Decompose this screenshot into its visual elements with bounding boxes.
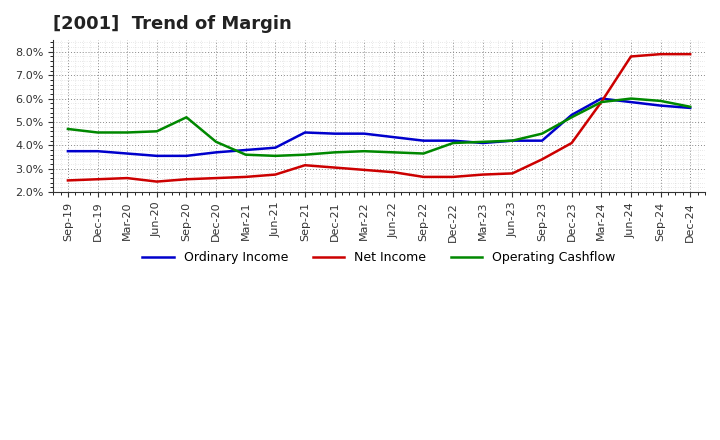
- Ordinary Income: [567, 112, 576, 117]
- Ordinary Income: [330, 131, 339, 136]
- Net Income: [182, 176, 191, 182]
- Operating Cashflow: [449, 140, 457, 146]
- Ordinary Income: [182, 153, 191, 158]
- Ordinary Income: [597, 96, 606, 101]
- Operating Cashflow: [93, 130, 102, 135]
- Operating Cashflow: [212, 139, 220, 144]
- Operating Cashflow: [508, 138, 517, 143]
- Operating Cashflow: [626, 96, 635, 101]
- Line: Operating Cashflow: Operating Cashflow: [68, 99, 690, 156]
- Line: Net Income: Net Income: [68, 54, 690, 182]
- Ordinary Income: [241, 147, 250, 153]
- Net Income: [656, 51, 665, 57]
- Ordinary Income: [390, 135, 398, 140]
- Operating Cashflow: [390, 150, 398, 155]
- Line: Ordinary Income: Ordinary Income: [68, 99, 690, 156]
- Ordinary Income: [301, 130, 310, 135]
- Ordinary Income: [449, 138, 457, 143]
- Text: [2001]  Trend of Margin: [2001] Trend of Margin: [53, 15, 292, 33]
- Operating Cashflow: [567, 115, 576, 120]
- Ordinary Income: [271, 145, 279, 150]
- Net Income: [449, 174, 457, 180]
- Net Income: [390, 169, 398, 175]
- Net Income: [686, 51, 695, 57]
- Ordinary Income: [93, 149, 102, 154]
- Net Income: [360, 167, 369, 172]
- Ordinary Income: [538, 138, 546, 143]
- Operating Cashflow: [656, 98, 665, 103]
- Net Income: [241, 174, 250, 180]
- Operating Cashflow: [271, 153, 279, 158]
- Net Income: [153, 179, 161, 184]
- Operating Cashflow: [182, 115, 191, 120]
- Net Income: [538, 157, 546, 162]
- Net Income: [93, 176, 102, 182]
- Operating Cashflow: [153, 128, 161, 134]
- Ordinary Income: [479, 140, 487, 146]
- Net Income: [123, 176, 132, 181]
- Net Income: [508, 171, 517, 176]
- Net Income: [271, 172, 279, 177]
- Ordinary Income: [656, 103, 665, 108]
- Operating Cashflow: [597, 99, 606, 105]
- Ordinary Income: [153, 153, 161, 158]
- Ordinary Income: [360, 131, 369, 136]
- Operating Cashflow: [360, 149, 369, 154]
- Net Income: [479, 172, 487, 177]
- Ordinary Income: [63, 149, 72, 154]
- Net Income: [63, 178, 72, 183]
- Ordinary Income: [626, 99, 635, 105]
- Operating Cashflow: [301, 152, 310, 158]
- Net Income: [301, 162, 310, 168]
- Ordinary Income: [419, 138, 428, 143]
- Operating Cashflow: [479, 139, 487, 144]
- Operating Cashflow: [241, 152, 250, 158]
- Ordinary Income: [686, 105, 695, 110]
- Operating Cashflow: [686, 104, 695, 110]
- Operating Cashflow: [63, 126, 72, 132]
- Operating Cashflow: [330, 150, 339, 155]
- Operating Cashflow: [538, 131, 546, 136]
- Ordinary Income: [508, 138, 517, 143]
- Operating Cashflow: [419, 151, 428, 156]
- Ordinary Income: [123, 151, 132, 156]
- Net Income: [212, 176, 220, 181]
- Net Income: [330, 165, 339, 170]
- Net Income: [419, 174, 428, 180]
- Net Income: [597, 99, 606, 105]
- Operating Cashflow: [123, 130, 132, 135]
- Ordinary Income: [212, 150, 220, 155]
- Legend: Ordinary Income, Net Income, Operating Cashflow: Ordinary Income, Net Income, Operating C…: [138, 246, 621, 269]
- Net Income: [567, 140, 576, 146]
- Net Income: [626, 54, 635, 59]
